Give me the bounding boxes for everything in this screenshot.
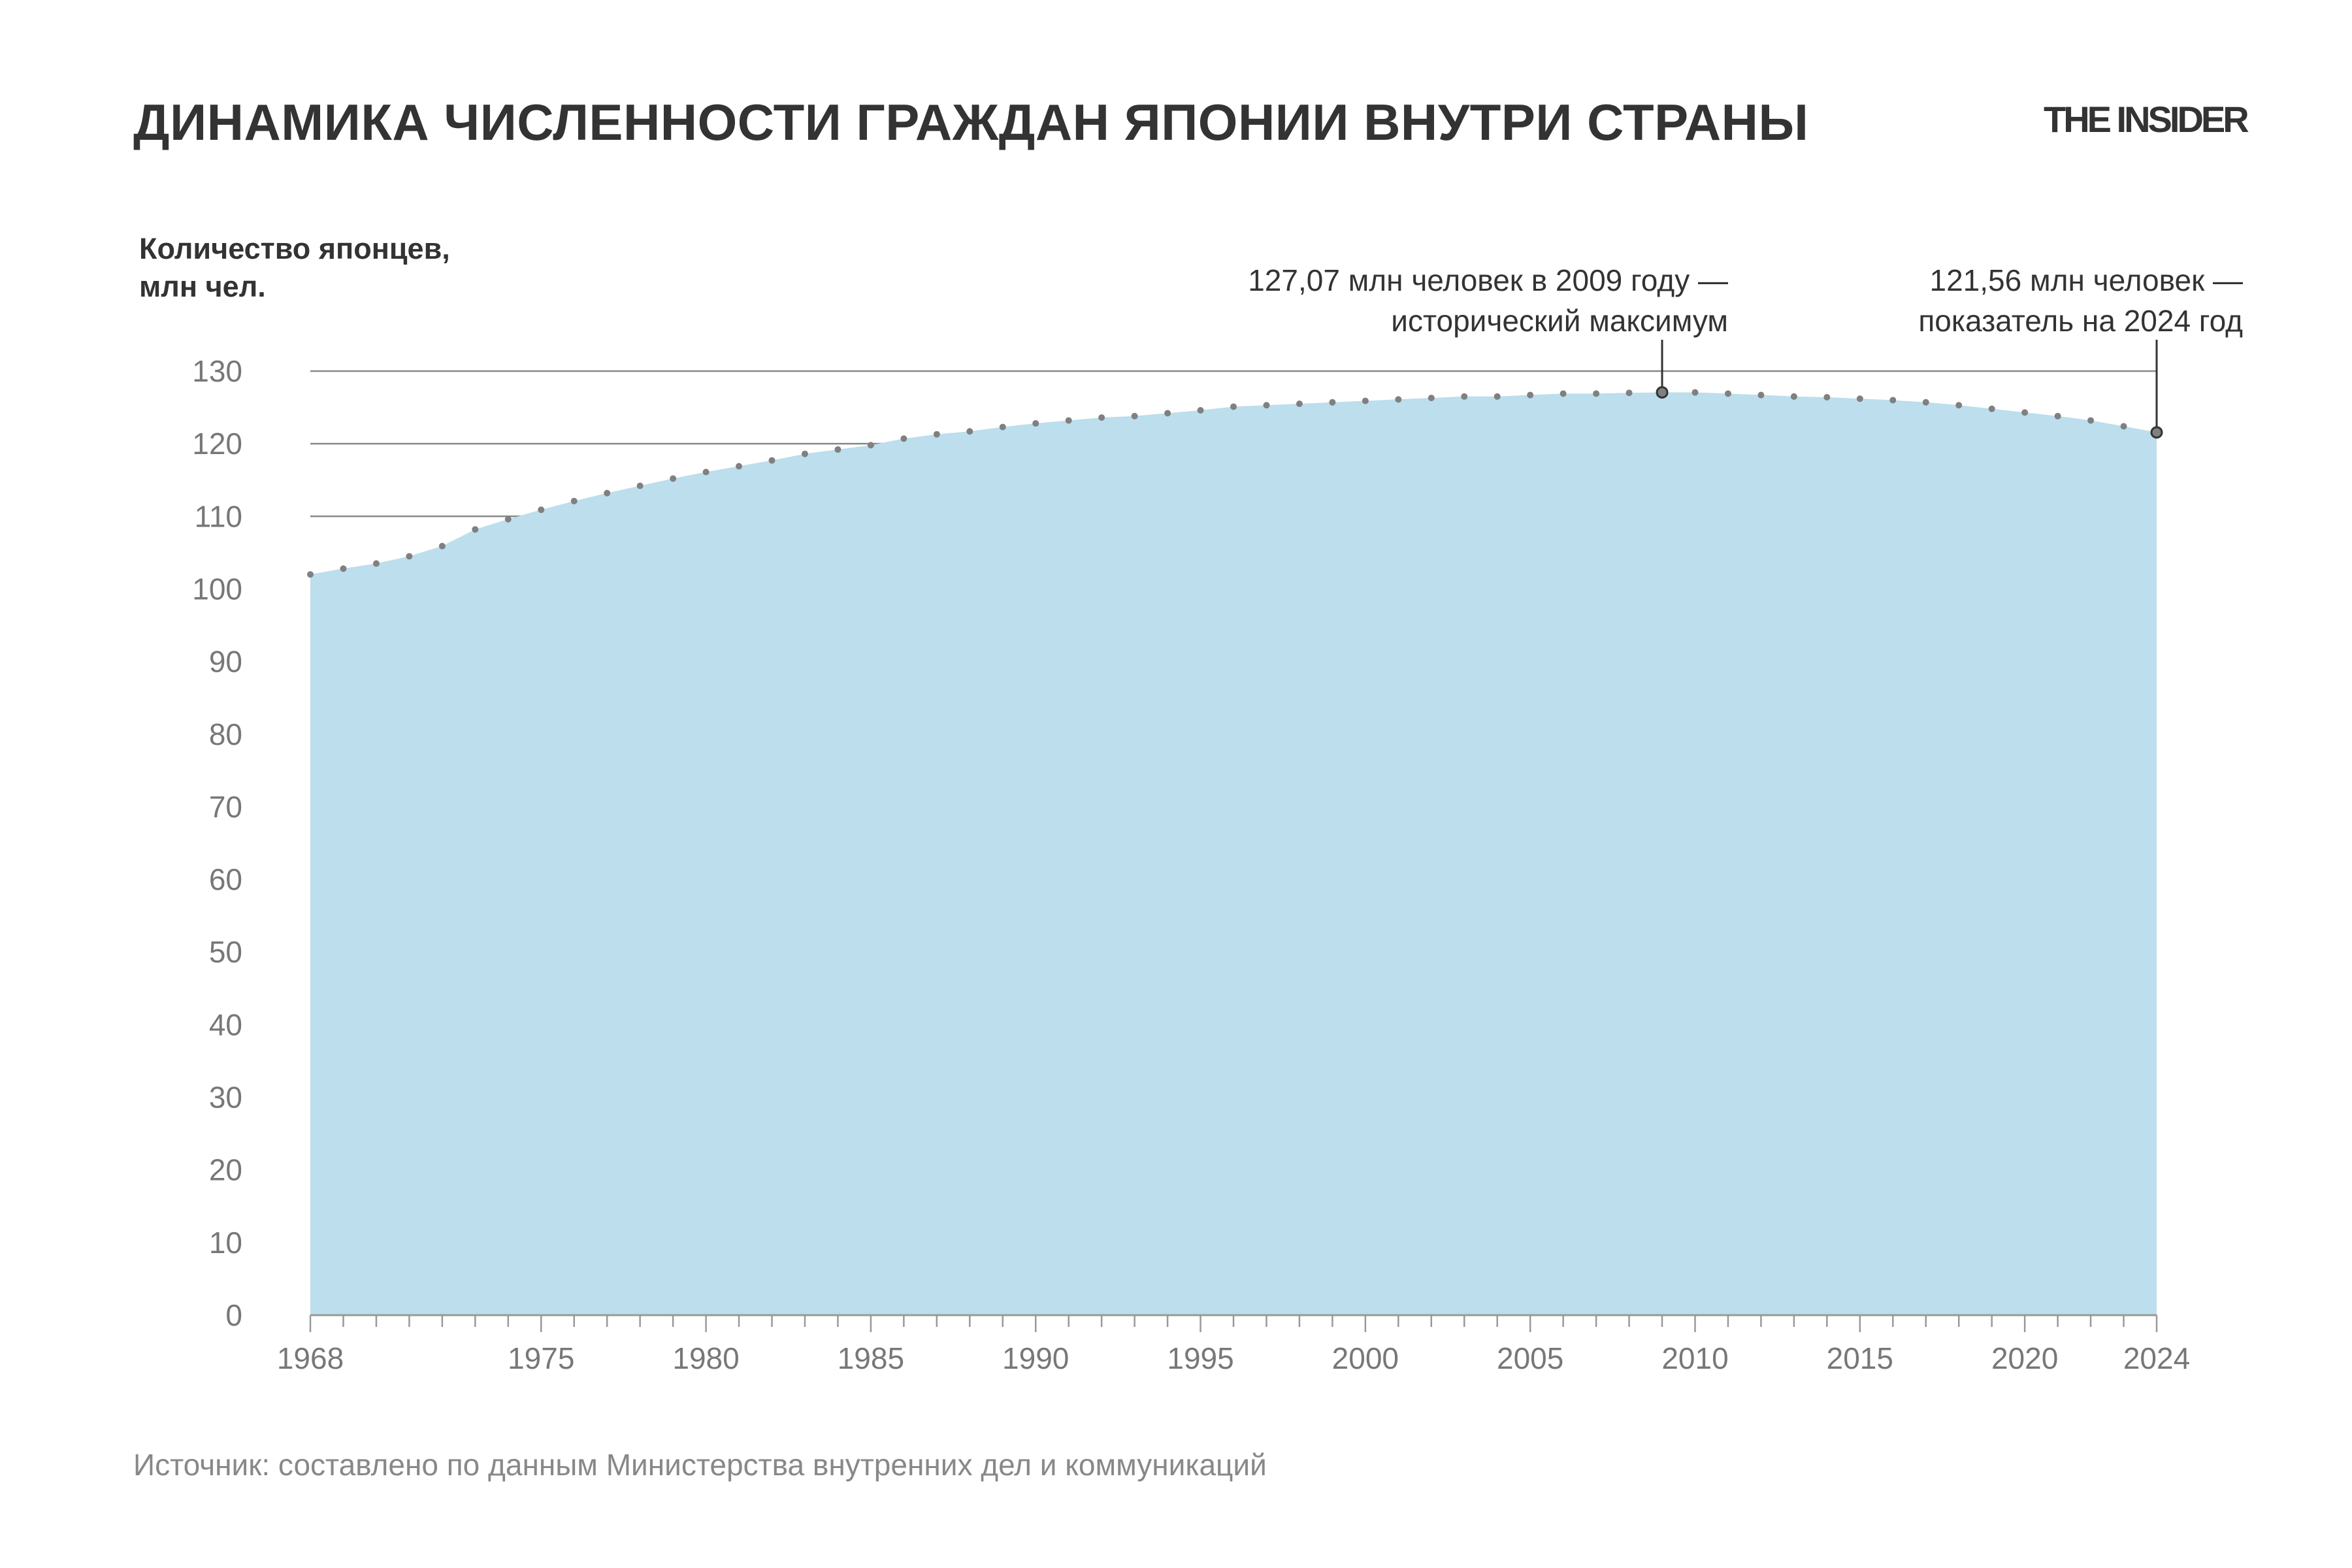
data-point <box>2021 409 2029 416</box>
x-tick-label: 1975 <box>508 1341 574 1375</box>
y-tick-label: 60 <box>209 862 242 896</box>
data-point <box>801 450 808 457</box>
x-tick-label: 2005 <box>1497 1341 1563 1375</box>
y-tick-label: 80 <box>209 717 242 751</box>
y-axis-label-line: Количество японцев, <box>139 232 450 265</box>
data-point <box>1131 412 1138 419</box>
annotation-line: 121,56 млн человек — <box>1929 263 2244 297</box>
x-tick-label: 2010 <box>1661 1341 1728 1375</box>
the-insider-logo: THE INSIDER <box>2044 99 2249 140</box>
chart-title: ДИНАМИКА ЧИСЛЕННОСТИ ГРАЖДАН ЯПОНИИ ВНУТ… <box>133 93 1809 151</box>
data-point <box>1593 390 1600 397</box>
data-point <box>1197 407 1204 414</box>
data-point <box>1329 399 1336 406</box>
x-tick-label: 2020 <box>1991 1341 2058 1375</box>
x-tick-label: 1968 <box>277 1341 344 1375</box>
y-axis-label: Количество японцев, млн чел. <box>139 230 450 306</box>
data-point <box>1625 389 1633 397</box>
data-point <box>1263 402 1270 409</box>
data-point <box>834 446 841 453</box>
annotation-line: показатель на 2024 год <box>1918 304 2243 338</box>
annotation-peak: 127,07 млн человек в 2009 году — историч… <box>1248 260 1728 341</box>
y-tick-label: 40 <box>209 1007 242 1041</box>
y-tick-label: 30 <box>209 1081 242 1115</box>
y-tick-label: 70 <box>209 790 242 824</box>
data-point <box>406 553 413 560</box>
data-point <box>1098 414 1105 421</box>
data-point <box>1065 417 1072 424</box>
data-point <box>933 431 940 438</box>
data-point <box>1988 405 1995 412</box>
x-tick-label: 1985 <box>838 1341 904 1375</box>
data-point <box>1889 397 1897 404</box>
data-point <box>1527 391 1534 399</box>
data-point <box>636 482 644 489</box>
data-point <box>1032 420 1039 427</box>
data-point <box>1461 393 1468 400</box>
data-point <box>1164 410 1171 417</box>
data-point <box>1724 390 1731 397</box>
annotation-latest: 121,56 млн человек — показатель на 2024 … <box>1918 260 2243 341</box>
y-tick-label: 110 <box>195 499 242 533</box>
x-tick-label: 2024 <box>2123 1341 2190 1375</box>
y-tick-label: 120 <box>192 427 242 461</box>
data-point <box>1757 391 1765 399</box>
data-point <box>1395 396 1402 403</box>
data-point <box>438 542 446 549</box>
data-point <box>900 435 907 442</box>
data-point <box>2087 417 2095 424</box>
y-tick-label: 20 <box>209 1153 242 1187</box>
data-point <box>1856 395 1863 402</box>
data-point <box>736 463 743 470</box>
data-point <box>1428 395 1435 402</box>
data-point <box>1922 399 1929 406</box>
data-point <box>307 571 314 578</box>
x-tick-label: 1990 <box>1002 1341 1069 1375</box>
data-point <box>1230 403 1237 410</box>
data-point <box>867 442 874 449</box>
data-point <box>1560 390 1567 397</box>
data-point <box>538 506 545 514</box>
x-tick-label: 1980 <box>672 1341 739 1375</box>
annotation-line: 127,07 млн человек в 2009 году — <box>1248 263 1728 297</box>
data-point <box>966 428 973 435</box>
annotated-point <box>1656 386 1669 399</box>
x-tick-label: 2000 <box>1332 1341 1399 1375</box>
annotated-point <box>2150 426 2163 439</box>
data-point <box>768 457 776 464</box>
source-note: Источник: составлено по данным Министерс… <box>133 1448 1267 1482</box>
y-tick-label: 130 <box>192 354 242 388</box>
data-point <box>340 565 347 572</box>
y-tick-label: 90 <box>209 645 242 679</box>
data-point <box>2120 423 2127 430</box>
data-point <box>1691 389 1699 396</box>
annotation-line: исторический максимум <box>1391 304 1728 338</box>
data-point <box>1494 393 1501 400</box>
data-point <box>1823 394 1831 401</box>
data-point <box>372 560 380 567</box>
data-point <box>570 497 578 504</box>
x-tick-label: 2015 <box>1827 1341 1893 1375</box>
data-point <box>999 423 1006 431</box>
y-tick-label: 100 <box>192 572 242 606</box>
data-point <box>1362 397 1369 404</box>
data-point <box>1790 393 1797 400</box>
data-point <box>670 475 677 482</box>
x-tick-label: 1995 <box>1167 1341 1233 1375</box>
y-tick-label: 10 <box>209 1226 242 1260</box>
data-point <box>702 468 710 476</box>
data-point <box>1296 400 1303 408</box>
data-point <box>472 526 479 533</box>
y-axis-label-line: млн чел. <box>139 270 266 303</box>
area-fill-overlay <box>310 392 2157 1315</box>
y-tick-label: 0 <box>225 1298 242 1332</box>
data-point <box>604 489 611 497</box>
data-point <box>2054 412 2061 419</box>
data-point <box>1955 402 1963 409</box>
data-point <box>504 515 512 523</box>
y-tick-label: 50 <box>209 935 242 969</box>
